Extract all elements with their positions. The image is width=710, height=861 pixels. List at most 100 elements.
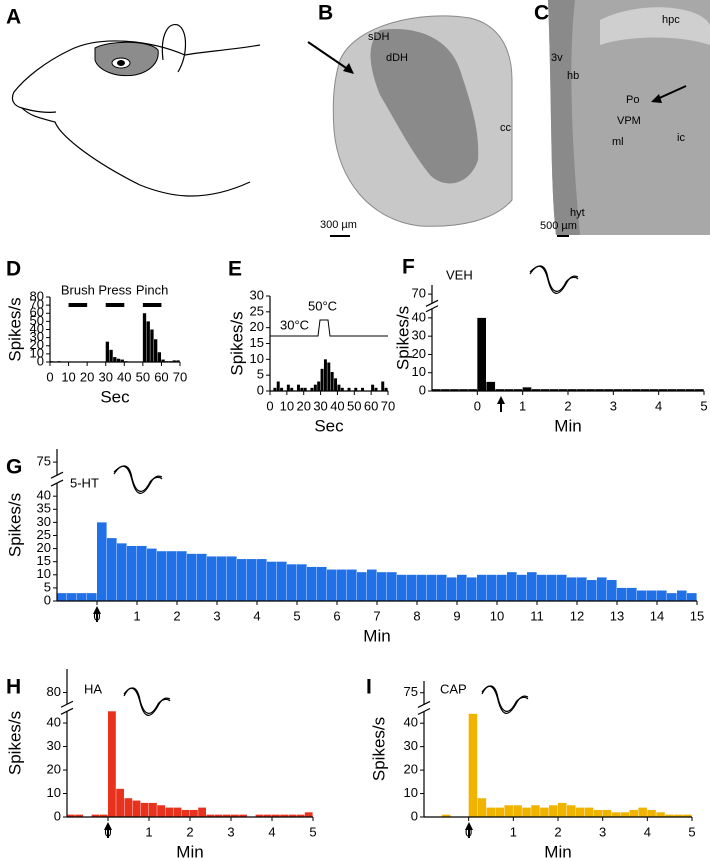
bar [387,572,397,601]
x-tick-label: 60 [154,369,168,384]
stimulus-label: Press [98,282,132,297]
bar [629,809,638,817]
x-tick-label: 3 [227,824,234,839]
bar [105,341,110,362]
y-tick-label: 40 [30,321,44,336]
arrow-head [465,822,473,830]
x-tick-label: 3 [599,824,606,839]
trace-label: 50°C [308,298,337,313]
bar [296,384,300,391]
x-tick-label: 2 [173,608,180,623]
x-tick-label: 0 [46,369,53,384]
x-tick-label: 5 [309,824,316,839]
bar [468,713,478,817]
bar [286,384,290,391]
y-axis-title: Spikes/s [5,493,24,557]
bar [504,389,514,391]
x-axis-title: Min [176,842,203,861]
bar [417,574,427,601]
y-tick-label: 30 [412,328,426,343]
x-tick-label: 3 [610,398,617,413]
bar [290,387,294,391]
bar [239,814,247,817]
x-tick-label: 6 [333,608,340,623]
y-tick-label: 5 [44,579,51,594]
y-tick-label: 20 [37,540,51,555]
bar [427,574,437,601]
y-tick-label: 50 [30,313,44,328]
bar [272,814,280,817]
bar [657,590,667,601]
y-tick-label: 20 [250,319,264,334]
axis-break-mark [50,479,64,487]
bar [557,574,567,601]
bar [595,389,604,391]
axis-break-mark [425,305,439,313]
bar [317,566,327,601]
bar [116,358,121,362]
bar [577,389,586,391]
bar [367,569,377,601]
bar [447,577,457,601]
x-tick-label: 11 [530,608,544,623]
bar [665,814,674,817]
y-tick-label: 0 [37,353,44,368]
x-tick-label: 60 [364,398,378,413]
x-tick-label: 0 [93,608,100,623]
bar [683,814,692,817]
y-axis-title: Spikes/s [393,306,412,370]
bar [113,357,117,362]
bar [647,590,657,601]
axis-break-mark [60,700,74,708]
bar [507,572,517,601]
y-tick-label: 70 [412,286,426,301]
bar [300,387,304,391]
bar [667,389,677,391]
waveform [529,265,579,292]
x-tick-label: 4 [644,824,651,839]
stimulus-label: Pinch [136,282,169,297]
x-tick-label: 30 [98,369,112,384]
x-tick-label: 50 [347,398,361,413]
x-tick-label: 9 [453,608,460,623]
bar [187,553,197,601]
bar [371,384,375,391]
bar [575,807,585,817]
y-tick-label: 30 [37,514,51,529]
x-tick-label: 2 [554,824,561,839]
x-tick-label: 70 [381,398,395,413]
bar [667,593,677,601]
bar [181,809,190,817]
stimulus-label: Brush [61,282,95,297]
y-tick-label: 20 [47,761,61,776]
bar [288,814,297,817]
bar [513,805,522,817]
x-tick-label: 0 [104,824,111,839]
axis-break-mark [417,707,431,716]
bar [656,812,665,817]
panel-letter: A [6,6,21,29]
bar [477,798,487,817]
region-label: VPM [617,115,641,127]
bar [157,352,162,362]
bar [587,580,597,601]
drug-label: 5-HT [70,475,99,490]
bar [124,798,133,817]
x-tick-label: 1 [519,398,526,413]
y-tick-label: 30 [404,738,418,753]
y-tick-label: 10 [37,566,51,581]
bar [497,574,507,601]
bar [116,788,124,817]
x-tick-label: 12 [570,608,584,623]
region-label: hb [567,70,579,82]
x-tick-label: 40 [330,398,344,413]
scale-label: 500 µm [540,220,577,232]
bar [617,587,627,601]
bar [172,360,176,362]
waveform [113,465,163,492]
mouth [21,107,57,113]
panel-letter: D [6,258,21,281]
y-tick-label: 10 [250,351,264,366]
bar [257,559,267,601]
bar [206,814,215,817]
